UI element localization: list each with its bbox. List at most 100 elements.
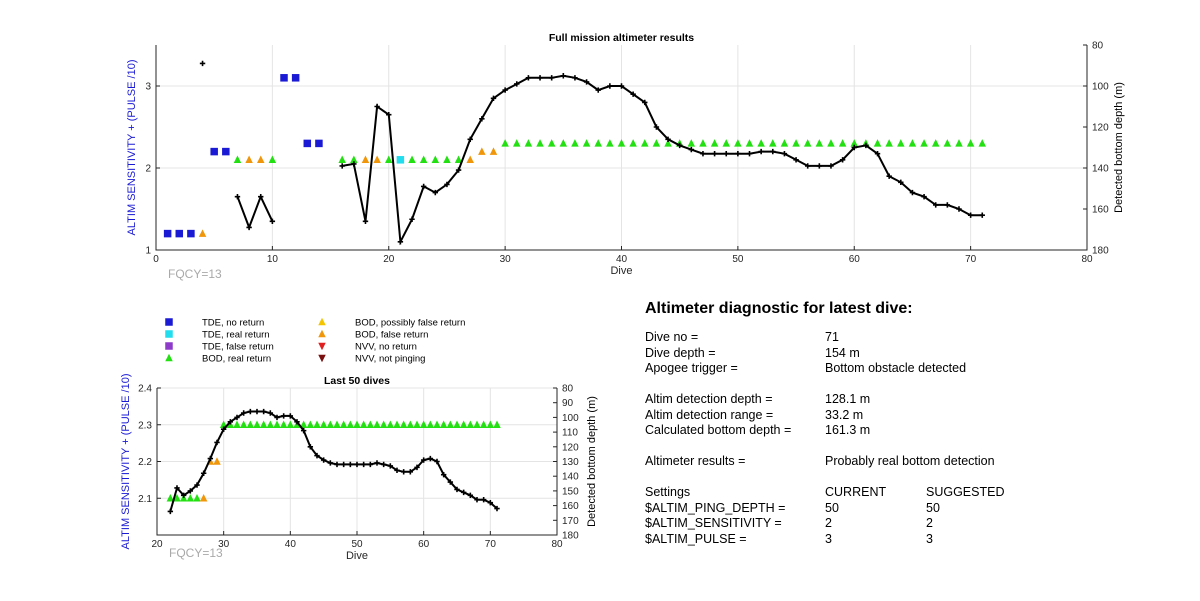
data-point (187, 229, 195, 238)
y2-axis-label: Detected bottom depth (m) (1113, 82, 1125, 213)
data-point (396, 156, 405, 164)
data-point (459, 420, 468, 428)
depth-point (214, 439, 220, 446)
series-tde-no-return (163, 74, 323, 238)
depth-point (347, 461, 354, 468)
data-point (233, 420, 241, 428)
data-point (908, 139, 917, 147)
data-point (373, 420, 381, 428)
x-tick-label: 30 (500, 254, 512, 265)
depth-point (863, 142, 869, 149)
chart-title: Last 50 dives (324, 375, 390, 387)
data-point (385, 155, 393, 164)
data-point (966, 139, 975, 147)
legend-label: TDE, no return (202, 318, 264, 329)
full-mission-chart: 0 10 20 30 40 50 60 70 80 1 2 3 80 100 120 140 160 180 Ful… (126, 32, 1125, 281)
data-point (873, 139, 882, 147)
sensitivity-row: $ALTIM_SENSITIVITY = 2 2 (645, 516, 933, 532)
data-point (213, 457, 221, 465)
data-point (361, 155, 370, 164)
depth-point (607, 83, 613, 89)
depth-point (735, 150, 741, 157)
data-point (408, 155, 416, 164)
depth-point (467, 492, 474, 499)
depth-point (351, 161, 357, 167)
legend-item: BOD, false return (318, 330, 428, 341)
pulse-row: $ALTIM_PULSE = 3 3 (645, 532, 933, 548)
data-point (486, 420, 495, 428)
data-point (745, 139, 754, 147)
depth-point (770, 148, 776, 155)
depth-point (420, 457, 427, 463)
depth-point (502, 87, 508, 93)
data-point (386, 420, 395, 428)
data-point (239, 420, 248, 428)
depth-point (269, 218, 276, 224)
depth-point (247, 408, 254, 415)
depth-point (432, 189, 438, 196)
data-point (617, 139, 626, 147)
dive-depth-row: Dive depth = 154 m (645, 346, 913, 362)
series-bod-false-return (198, 147, 498, 237)
legend-item: TDE, false return (165, 342, 274, 353)
data-point (346, 420, 355, 428)
depth-point (921, 194, 927, 200)
y2-tick-label: 80 (562, 384, 574, 395)
depth-point (723, 150, 729, 157)
y-axis-label: ALTIM SENSITIVITY + (PULSE /10) (126, 60, 138, 236)
depth-point (828, 163, 834, 169)
depth-point (781, 150, 788, 157)
depth-point (287, 413, 294, 419)
depth-point (956, 206, 962, 212)
depth-point (967, 212, 974, 218)
depth-point (394, 467, 400, 474)
data-point (393, 420, 401, 428)
sensitivity-label: $ALTIM_SENSITIVITY = (645, 516, 782, 530)
depth-point (320, 457, 327, 463)
series-bod-real-return (166, 420, 501, 502)
depth-line (169, 410, 498, 512)
series-tde-real-return (396, 156, 405, 164)
depth-point (246, 224, 252, 231)
data-point (943, 139, 952, 147)
depth-point (583, 79, 590, 85)
depth-point (447, 479, 454, 485)
depth-point (327, 460, 334, 466)
data-point (256, 155, 265, 164)
depth-point (665, 136, 671, 142)
depth-point (360, 461, 367, 468)
dive-depth-value: 154 m (825, 345, 860, 360)
data-point (175, 229, 184, 238)
det-range-label: Altim detection range = (645, 407, 774, 422)
data-point (273, 420, 281, 428)
depth-point (525, 75, 532, 81)
data-point (399, 420, 408, 428)
depth-point (199, 60, 206, 67)
depth-point (334, 461, 340, 468)
data-point (571, 139, 579, 147)
y2-tick-label: 90 (562, 398, 574, 409)
y2-tick-label: 150 (562, 486, 579, 497)
depth-point (414, 464, 420, 471)
x-axis-label: Dive (346, 550, 368, 562)
legend-item: NVV, no return (318, 342, 417, 353)
data-point (478, 147, 486, 155)
data-point (453, 420, 461, 428)
data-point (827, 139, 835, 147)
data-point (306, 420, 315, 428)
calc-depth-value: 161.3 m (825, 423, 871, 437)
calc-depth-label: Calculated bottom depth = (645, 423, 792, 437)
data-point (955, 139, 963, 147)
y-tick-label: 3 (145, 82, 151, 93)
data-point (850, 139, 858, 147)
x-tick-label: 20 (383, 254, 395, 265)
y-tick-label: 2 (145, 164, 151, 175)
depth-point (254, 408, 260, 415)
pulse-suggested: 3 (926, 531, 933, 546)
apogee-label: Apogee trigger = (645, 361, 738, 375)
det-range-value: 33.2 m (825, 407, 864, 422)
depth-point (180, 492, 187, 499)
depth-point (933, 202, 939, 208)
depth-point (240, 410, 247, 416)
depth-point (490, 95, 497, 101)
